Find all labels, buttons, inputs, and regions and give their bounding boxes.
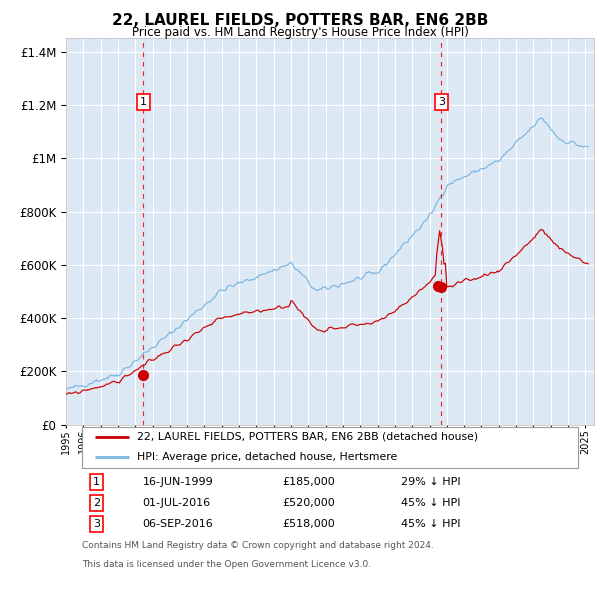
Text: 01-JUL-2016: 01-JUL-2016	[143, 498, 211, 508]
Text: 45% ↓ HPI: 45% ↓ HPI	[401, 498, 461, 508]
Text: HPI: Average price, detached house, Hertsmere: HPI: Average price, detached house, Hert…	[137, 452, 398, 462]
Text: 3: 3	[438, 97, 445, 107]
Text: Price paid vs. HM Land Registry's House Price Index (HPI): Price paid vs. HM Land Registry's House …	[131, 26, 469, 39]
Text: 16-JUN-1999: 16-JUN-1999	[143, 477, 214, 487]
Text: 29% ↓ HPI: 29% ↓ HPI	[401, 477, 461, 487]
Text: 1: 1	[93, 477, 100, 487]
Text: This data is licensed under the Open Government Licence v3.0.: This data is licensed under the Open Gov…	[82, 560, 371, 569]
Text: Contains HM Land Registry data © Crown copyright and database right 2024.: Contains HM Land Registry data © Crown c…	[82, 541, 434, 550]
Text: £520,000: £520,000	[283, 498, 335, 508]
Text: 2: 2	[93, 498, 100, 508]
Text: 22, LAUREL FIELDS, POTTERS BAR, EN6 2BB (detached house): 22, LAUREL FIELDS, POTTERS BAR, EN6 2BB …	[137, 432, 478, 442]
Text: 22, LAUREL FIELDS, POTTERS BAR, EN6 2BB: 22, LAUREL FIELDS, POTTERS BAR, EN6 2BB	[112, 13, 488, 28]
Text: 3: 3	[93, 519, 100, 529]
Text: £518,000: £518,000	[283, 519, 335, 529]
FancyBboxPatch shape	[82, 427, 578, 467]
Text: 06-SEP-2016: 06-SEP-2016	[143, 519, 214, 529]
Text: £185,000: £185,000	[283, 477, 335, 487]
Text: 1: 1	[140, 97, 147, 107]
Text: 45% ↓ HPI: 45% ↓ HPI	[401, 519, 461, 529]
